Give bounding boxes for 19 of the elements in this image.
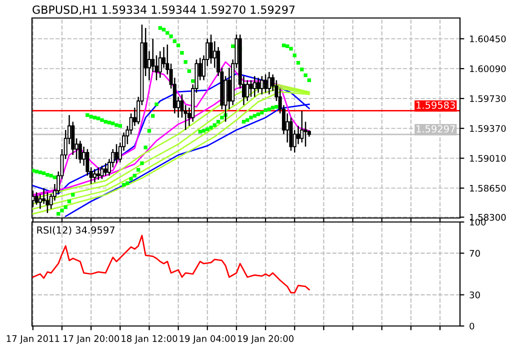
y-tick-label: 1.58650 [470,184,506,192]
y-tick-label: 1.60450 [470,35,506,42]
ref-line-label: 1.59583 [416,101,455,109]
y-tick-label: 1.59370 [470,125,506,132]
x-tick-label: 17 Jan 2011 [6,335,60,344]
y-tick-label: 0 [470,322,474,330]
x-tick-label: 18 Jan 12:00 [122,335,178,344]
chart-title: GBPUSD,H1 1.59334 1.59344 1.59270 1.59297 [32,5,295,15]
x-tick-label: 17 Jan 20:00 [63,335,120,344]
y-tick-label: 1.58300 [470,214,506,221]
ref-line-label: 1.59297 [416,125,455,133]
y-tick-label: 70 [470,250,480,257]
x-tick-label: 19 Jan 20:00 [238,335,294,344]
x-tick-label: 19 Jan 04:00 [180,335,236,344]
y-tick-label: 30 [470,292,480,298]
y-tick-label: 1.60090 [470,65,506,72]
chart-title: RSI(12) 34.9597 [37,226,114,235]
y-tick-label: 1.59730 [470,95,506,102]
y-tick-label: 1.59010 [470,154,506,162]
